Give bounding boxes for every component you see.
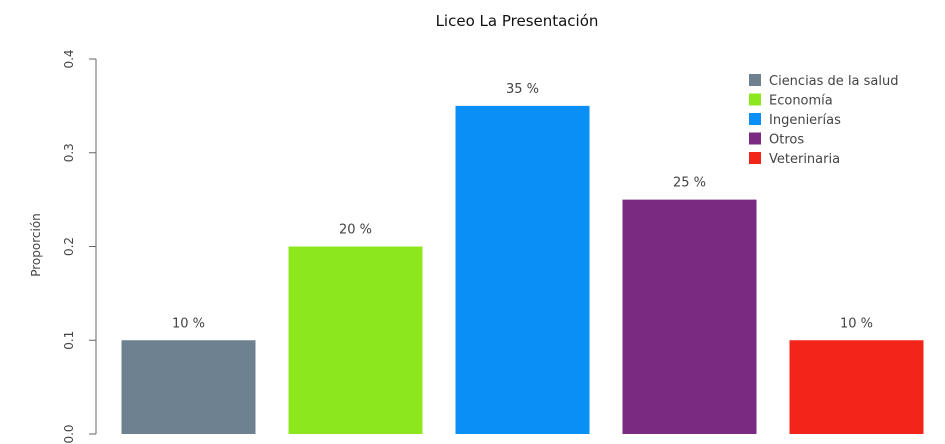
bar-ciencias-de-la-salud (121, 340, 256, 434)
bar-otros (622, 199, 757, 434)
legend-label: Ciencias de la salud (769, 74, 899, 89)
bar-data-label: 35 % (506, 82, 539, 97)
bar-data-label: 10 % (172, 316, 205, 331)
legend-swatch (749, 132, 761, 145)
bar-data-label: 25 % (673, 176, 706, 191)
legend-swatch (749, 93, 761, 106)
bar-ingenier-as (455, 105, 590, 434)
legend-label: Otros (769, 133, 804, 148)
legend-label: Veterinaria (769, 152, 840, 167)
bar-data-label: 10 % (840, 316, 873, 331)
legend-swatch (749, 74, 761, 86)
y-tick-label: 0.2 (62, 237, 76, 256)
bar-data-label: 20 % (339, 223, 372, 238)
y-tick-label: 0.4 (62, 49, 76, 68)
bar-veterinaria (789, 340, 924, 434)
y-tick-label: 0.3 (62, 143, 76, 162)
y-tick-label: 0.0 (62, 424, 76, 443)
bar-econom-a (288, 246, 423, 434)
data-labels-group: 10 % 20 % 35 % 25 % 10 % (172, 82, 873, 331)
y-axis-title: Proporción (29, 213, 43, 277)
legend-label: Economía (769, 94, 833, 109)
y-axis-ticks: 0.0 0.1 0.2 0.3 0.4 (62, 49, 96, 444)
y-tick-label: 0.1 (62, 331, 76, 350)
bars-group (121, 105, 924, 434)
legend-swatch (749, 152, 761, 164)
legend-swatch (749, 113, 761, 125)
chart-title: Liceo La Presentación (436, 12, 599, 30)
legend: Ciencias de la salud Economía Ingenierías O… (749, 74, 899, 167)
legend-label: Ingenierías (769, 113, 841, 128)
